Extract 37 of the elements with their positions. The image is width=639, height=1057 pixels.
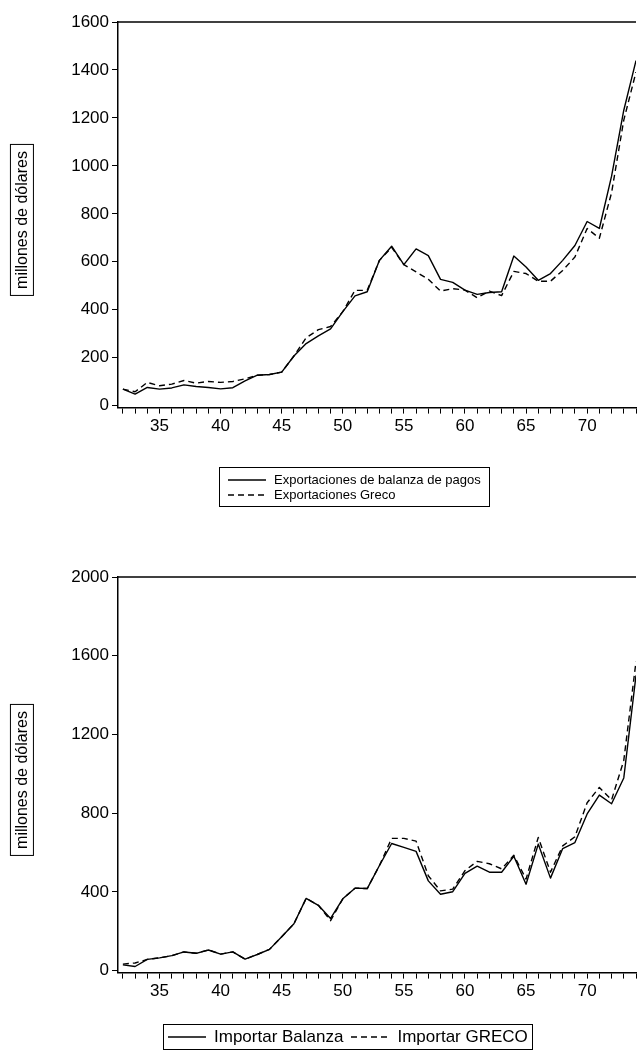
legend-label: Exportaciones de balanza de pagos (274, 472, 481, 487)
legend-label: Importar GRECO (397, 1027, 528, 1047)
x-tick-label: 45 (272, 981, 292, 1001)
x-tick-label: 55 (394, 981, 414, 1001)
y-tick-label: 600 (80, 251, 109, 271)
y-tick-label: 1600 (71, 11, 109, 31)
x-tick-label: 35 (150, 981, 169, 1001)
x-tick-label: 60 (455, 416, 475, 436)
y-tick-label: 1200 (71, 724, 109, 744)
x-tick-label: 35 (150, 416, 169, 436)
y-tick-label: 800 (80, 203, 109, 223)
y-tick-label: 2000 (71, 566, 109, 586)
x-tick-label: 50 (333, 981, 353, 1001)
y-tick-label: 1000 (71, 155, 109, 175)
legend-label: Importar Balanza (214, 1027, 344, 1047)
y-tick-label: 400 (80, 299, 109, 319)
x-tick-label: 60 (455, 981, 475, 1001)
x-tick-label: 65 (516, 981, 536, 1001)
y-tick-label: 1400 (71, 59, 109, 79)
y-tick-label: 200 (80, 347, 109, 367)
x-tick-label: 40 (211, 981, 231, 1001)
x-tick-label: 40 (211, 416, 231, 436)
x-tick-label: 45 (272, 416, 292, 436)
x-tick-label: 50 (333, 416, 353, 436)
x-tick-label: 65 (516, 416, 536, 436)
y-tick-label: 400 (80, 881, 109, 901)
y-axis-title: millones de dólares (9, 704, 34, 856)
y-tick-label: 0 (99, 960, 109, 980)
y-tick-label: 1600 (71, 645, 109, 665)
y-tick-label: 0 (99, 395, 109, 415)
y-axis-title: millones de dólares (9, 144, 34, 296)
x-tick-label: 70 (577, 416, 597, 436)
legend-label: Exportaciones Greco (274, 487, 396, 502)
y-tick-label: 1200 (71, 107, 109, 127)
y-tick-label: 800 (80, 802, 109, 822)
x-tick-label: 55 (394, 416, 414, 436)
x-tick-label: 70 (577, 981, 597, 1001)
